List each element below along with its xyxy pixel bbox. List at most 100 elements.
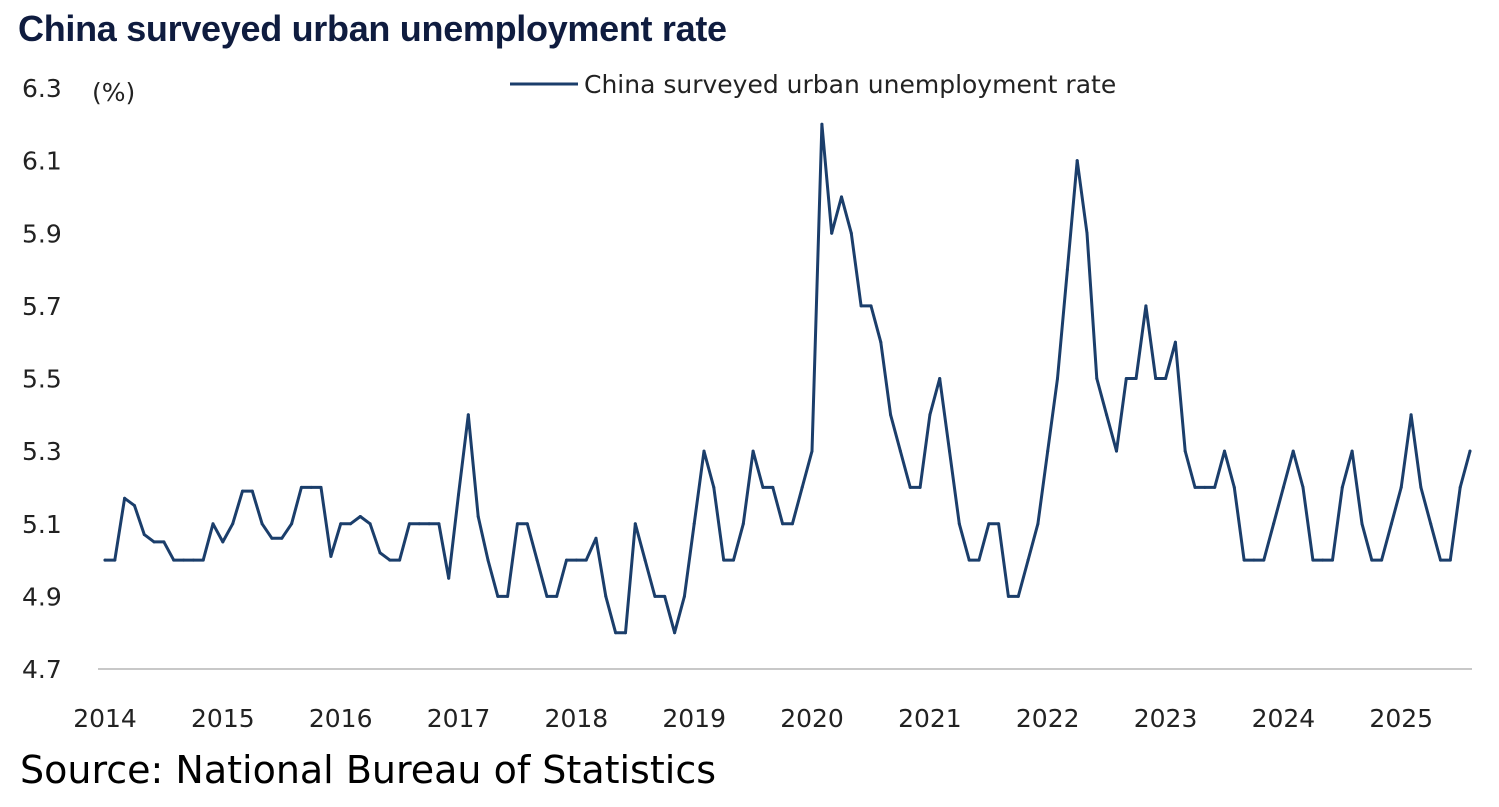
- data-point: [123, 496, 127, 500]
- data-point: [241, 489, 244, 493]
- y-tick-label: 6.1: [22, 147, 62, 176]
- x-tick-label: 2021: [898, 704, 962, 733]
- data-point: [113, 558, 117, 562]
- data-point: [643, 558, 647, 562]
- data-point: [1026, 558, 1030, 562]
- data-point: [1291, 449, 1295, 453]
- data-point: [604, 594, 608, 598]
- x-tick-label: 2022: [1016, 704, 1080, 733]
- data-point: [1419, 485, 1423, 489]
- data-point: [299, 485, 303, 489]
- data-point: [457, 493, 460, 497]
- data-point: [1056, 377, 1059, 380]
- data-point: [751, 449, 755, 453]
- data-point: [280, 536, 284, 540]
- data-point: [692, 522, 696, 526]
- data-point: [525, 522, 529, 526]
- data-point: [506, 594, 510, 598]
- data-point: [869, 304, 873, 308]
- data-point: [977, 558, 981, 562]
- data-point: [1439, 558, 1442, 562]
- data-point: [781, 522, 785, 526]
- data-point: [515, 522, 519, 526]
- y-tick-label: 4.9: [22, 582, 62, 611]
- series-line: [103, 122, 1472, 635]
- legend-label: China surveyed urban unemployment rate: [584, 70, 1116, 99]
- y-tick-label: 6.3: [22, 74, 62, 103]
- data-point: [1105, 413, 1109, 417]
- y-tick-label: 4.7: [22, 655, 62, 684]
- data-point: [810, 449, 814, 453]
- x-tick-label: 2014: [73, 704, 137, 733]
- x-tick-label: 2017: [427, 704, 491, 733]
- chart-title: China surveyed urban unemployment rate: [18, 8, 727, 49]
- data-point: [682, 594, 686, 598]
- data-point: [211, 522, 215, 526]
- data-point: [1085, 231, 1089, 235]
- data-point: [624, 631, 627, 635]
- data-point: [1134, 377, 1138, 380]
- data-point: [191, 558, 195, 562]
- data-point: [712, 485, 716, 489]
- data-point: [1370, 558, 1374, 562]
- data-point: [535, 558, 539, 562]
- data-point: [987, 522, 991, 526]
- data-point: [260, 522, 264, 526]
- data-point: [1340, 485, 1344, 489]
- data-point: [221, 540, 225, 544]
- data-point: [1203, 485, 1207, 489]
- data-point: [673, 631, 677, 635]
- data-point: [133, 504, 136, 508]
- data-point: [1154, 377, 1158, 380]
- x-tick-label: 2024: [1252, 704, 1316, 733]
- data-point: [859, 304, 863, 308]
- y-tick-label: 5.9: [22, 219, 62, 248]
- data-point: [103, 558, 107, 562]
- data-point: [771, 485, 775, 489]
- data-point: [309, 485, 313, 489]
- y-axis-unit-label: (%): [92, 78, 135, 107]
- data-point: [1183, 449, 1187, 453]
- data-point: [339, 522, 343, 526]
- data-point: [1399, 485, 1403, 489]
- data-point: [1331, 558, 1334, 562]
- data-point: [496, 594, 500, 598]
- data-point: [800, 485, 804, 489]
- x-tick-label: 2020: [780, 704, 844, 733]
- data-point: [1262, 558, 1266, 562]
- data-point: [594, 536, 598, 540]
- x-tick-label: 2023: [1134, 704, 1198, 733]
- y-tick-label: 5.7: [22, 292, 62, 321]
- data-point: [928, 413, 932, 417]
- data-point: [918, 485, 922, 489]
- data-point: [398, 558, 402, 562]
- data-point: [1115, 449, 1118, 453]
- data-point: [761, 485, 765, 489]
- data-point: [270, 536, 274, 540]
- data-point: [722, 558, 726, 562]
- data-point: [967, 558, 971, 562]
- data-point: [182, 558, 186, 562]
- data-point: [466, 413, 470, 417]
- data-point: [1075, 159, 1079, 163]
- data-point: [957, 522, 961, 526]
- data-point: [152, 540, 156, 544]
- data-point: [1448, 558, 1452, 562]
- data-point: [1213, 485, 1217, 489]
- data-point: [388, 558, 392, 562]
- series-points: [103, 122, 1472, 635]
- data-point: [889, 413, 893, 417]
- data-point: [1301, 485, 1305, 489]
- data-point: [476, 515, 480, 518]
- x-tick-label: 2015: [191, 704, 255, 733]
- data-point: [574, 558, 578, 562]
- data-point: [1350, 449, 1354, 453]
- data-point: [849, 231, 853, 235]
- data-point: [830, 231, 834, 235]
- data-point: [545, 594, 549, 598]
- data-point: [417, 522, 421, 526]
- data-point: [1409, 413, 1413, 417]
- data-point: [732, 558, 735, 562]
- data-point: [790, 522, 794, 526]
